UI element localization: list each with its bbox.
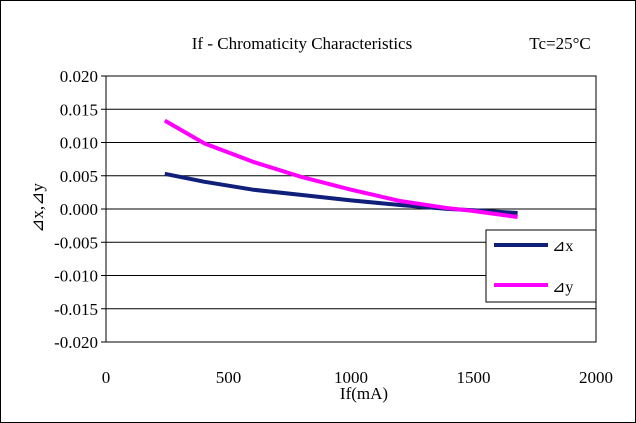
y-tick-label: 0.015 <box>60 100 98 119</box>
x-tick-label: 1000 <box>334 368 368 387</box>
legend-box <box>485 229 597 303</box>
y-tick-label: -0.020 <box>54 333 98 352</box>
chart-title: If - Chromaticity Characteristics <box>192 34 412 53</box>
legend-label-dx: ⊿x <box>552 238 573 255</box>
x-tick-label: 500 <box>216 368 242 387</box>
y-tick-label: -0.010 <box>54 267 98 286</box>
series-lines <box>163 118 518 219</box>
series-line-dy <box>163 118 518 219</box>
y-tick-label: 0.005 <box>60 167 98 186</box>
legend-label-dy: ⊿y <box>552 279 573 296</box>
y-axis-label: ⊿x,⊿y <box>28 183 47 233</box>
chart-condition: Tc=25°C <box>529 34 590 53</box>
y-tick-label: -0.005 <box>54 233 98 252</box>
x-tick-label: 2000 <box>579 368 613 387</box>
legend: ⊿x ⊿y <box>485 229 597 303</box>
x-tick-label: 1500 <box>457 368 491 387</box>
y-tick-label: 0.000 <box>60 200 98 219</box>
x-axis-ticks: 0 500 1000 1500 2000 <box>102 368 613 387</box>
y-tick-label: 0.020 <box>60 67 98 86</box>
y-axis-ticks: 0.020 0.015 0.010 0.005 0.000 -0.005 -0.010 -0.… <box>54 67 106 352</box>
x-axis-label: If(mA) <box>340 384 388 403</box>
y-tick-label: 0.010 <box>60 134 98 153</box>
x-tick-label: 0 <box>102 368 111 387</box>
y-tick-label: -0.015 <box>54 300 98 319</box>
